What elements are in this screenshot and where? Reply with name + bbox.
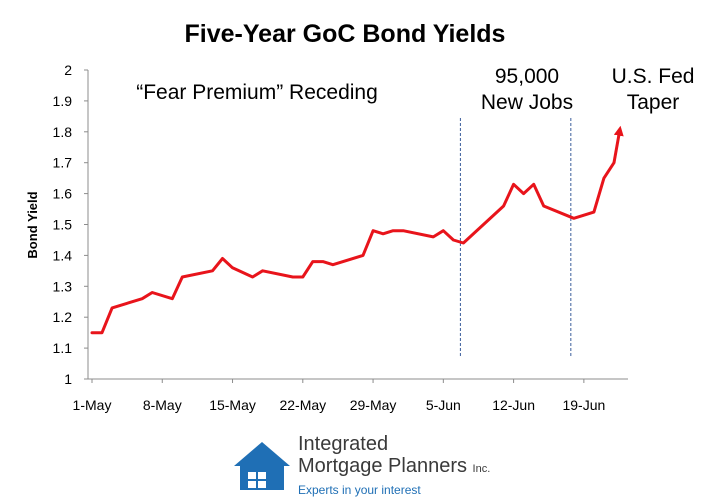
chart-title: Five-Year GoC Bond Yields <box>185 20 506 48</box>
x-axis: 1-May 8-May 15-May 22-May 29-May 5-Jun 12-Jun 1… <box>73 379 605 413</box>
x-tick-label: 15-May <box>209 397 256 413</box>
brand-name: Integrated <box>298 433 389 455</box>
y-tick-label: 1.4 <box>53 247 73 263</box>
annotation-new-jobs: 95,000 New Jobs <box>480 65 574 114</box>
series-arrow <box>612 125 624 163</box>
logo-house-icon <box>234 442 290 490</box>
brand-name2: Mortgage Planners <box>298 455 467 477</box>
y-tick-label: 1.6 <box>53 186 73 202</box>
y-tick-label: 1.5 <box>53 217 73 233</box>
x-tick-label: 1-May <box>73 397 112 413</box>
x-tick-label: 8-May <box>143 397 182 413</box>
series-line <box>90 161 616 335</box>
chart: Five-Year GoC Bond Yields Bond Yield 1 1.… <box>25 20 628 413</box>
y-tick-label: 2 <box>64 62 72 78</box>
series-layer <box>90 125 624 335</box>
y-axis-label: Bond Yield <box>25 191 40 258</box>
x-tick-label: 5-Jun <box>426 397 461 413</box>
x-tick-label: 22-May <box>279 397 326 413</box>
y-axis: 1 1.1 1.2 1.3 1.4 1.5 1.6 1.7 1.8 1.9 2 <box>53 62 88 387</box>
event-lines <box>459 118 572 358</box>
y-tick-label: 1.9 <box>53 93 73 109</box>
brand-inc: Inc. <box>472 463 491 475</box>
y-tick-label: 1 <box>64 371 72 387</box>
y-tick-label: 1.8 <box>53 124 73 140</box>
annotation-fed-taper: U.S. Fed Taper <box>611 65 695 114</box>
x-tick-label: 29-May <box>350 397 397 413</box>
x-tick-label: 12-Jun <box>492 397 535 413</box>
y-tick-label: 1.2 <box>53 309 73 325</box>
annotation-fear-premium: “Fear Premium” Receding <box>136 81 378 104</box>
y-tick-label: 1.3 <box>53 278 73 294</box>
brand-tagline: Experts in your interest <box>298 483 421 497</box>
brand: Integrated Mortgage Planners Inc. Expert… <box>298 433 490 497</box>
y-tick-label: 1.7 <box>53 155 73 171</box>
y-tick-label: 1.1 <box>53 340 73 356</box>
x-tick-label: 19-Jun <box>562 397 605 413</box>
brand-name-line2: Mortgage Planners Inc. <box>298 455 490 480</box>
